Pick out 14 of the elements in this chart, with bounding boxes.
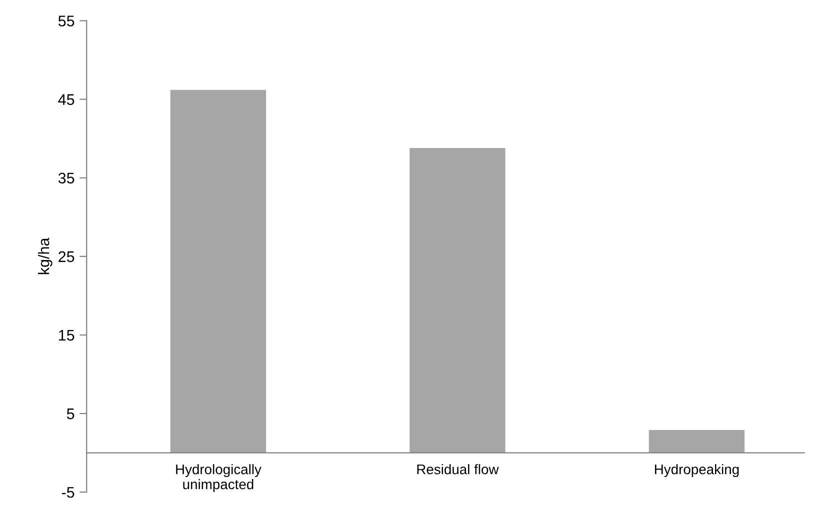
y-tick-label: 45 bbox=[58, 94, 74, 105]
x-tick-label: Hydrologically unimpacted bbox=[176, 464, 262, 492]
y-tick-label: -5 bbox=[62, 487, 74, 498]
y-tick-label: 5 bbox=[66, 408, 74, 420]
y-tick-label: 35 bbox=[58, 172, 74, 184]
x-tick-label: Hydropeaking bbox=[655, 464, 739, 478]
bar bbox=[648, 430, 745, 453]
y-tick-label: 55 bbox=[58, 16, 74, 26]
y-tick-label: 25 bbox=[58, 251, 74, 262]
x-tick-label: Residual flow bbox=[417, 464, 499, 474]
y-tick-label: 15 bbox=[58, 330, 74, 341]
bar bbox=[170, 90, 266, 453]
bar bbox=[410, 148, 506, 453]
y-axis-title: kg/ha bbox=[38, 238, 52, 274]
